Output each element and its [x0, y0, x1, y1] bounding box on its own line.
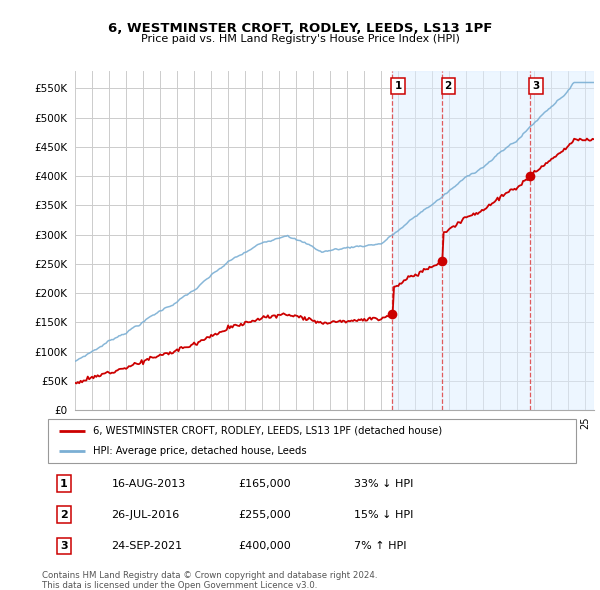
- Text: 33% ↓ HPI: 33% ↓ HPI: [354, 478, 413, 489]
- Text: 6, WESTMINSTER CROFT, RODLEY, LEEDS, LS13 1PF (detached house): 6, WESTMINSTER CROFT, RODLEY, LEEDS, LS1…: [93, 426, 442, 436]
- Text: 26-JUL-2016: 26-JUL-2016: [112, 510, 179, 520]
- Text: This data is licensed under the Open Government Licence v3.0.: This data is licensed under the Open Gov…: [42, 581, 317, 589]
- Text: 3: 3: [532, 81, 539, 91]
- Text: 6, WESTMINSTER CROFT, RODLEY, LEEDS, LS13 1PF: 6, WESTMINSTER CROFT, RODLEY, LEEDS, LS1…: [108, 22, 492, 35]
- Text: £255,000: £255,000: [238, 510, 291, 520]
- Text: 2: 2: [445, 81, 452, 91]
- Text: 3: 3: [60, 541, 68, 551]
- Text: 24-SEP-2021: 24-SEP-2021: [112, 541, 182, 551]
- Text: 2: 2: [60, 510, 68, 520]
- Text: 16-AUG-2013: 16-AUG-2013: [112, 478, 185, 489]
- Bar: [392, 71, 594, 410]
- Text: £400,000: £400,000: [238, 541, 291, 551]
- Text: Contains HM Land Registry data © Crown copyright and database right 2024.: Contains HM Land Registry data © Crown c…: [42, 571, 377, 579]
- Text: 1: 1: [394, 81, 401, 91]
- Text: 1: 1: [60, 478, 68, 489]
- Text: 15% ↓ HPI: 15% ↓ HPI: [354, 510, 413, 520]
- Text: 7% ↑ HPI: 7% ↑ HPI: [354, 541, 407, 551]
- Text: Price paid vs. HM Land Registry's House Price Index (HPI): Price paid vs. HM Land Registry's House …: [140, 34, 460, 44]
- Text: HPI: Average price, detached house, Leeds: HPI: Average price, detached house, Leed…: [93, 446, 307, 456]
- Text: £165,000: £165,000: [238, 478, 291, 489]
